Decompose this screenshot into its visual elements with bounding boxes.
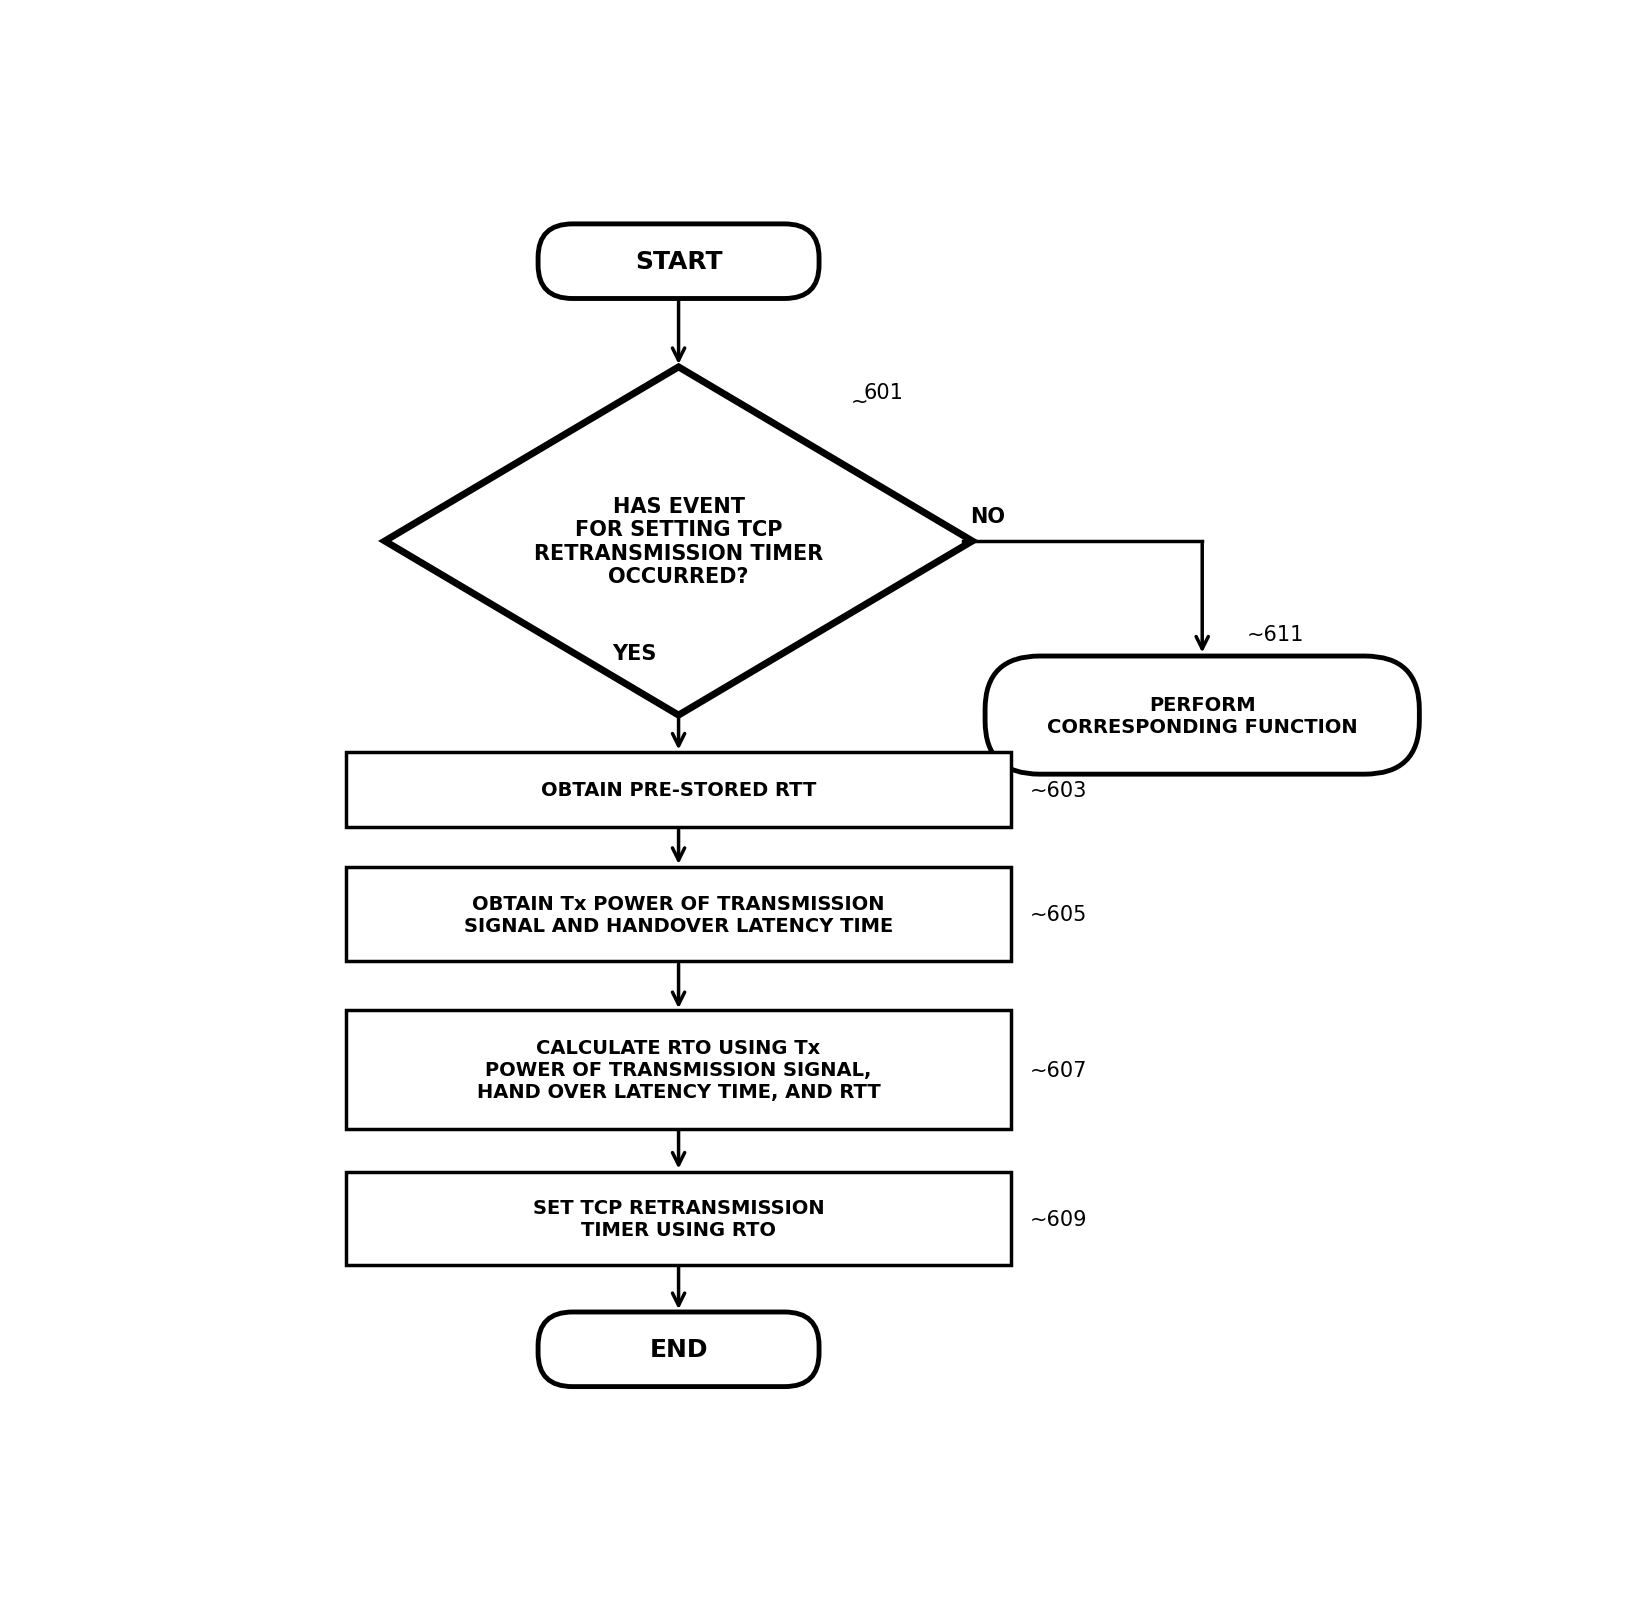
Bar	[346, 1010, 1010, 1128]
Bar	[346, 868, 1010, 960]
Text: YES: YES	[611, 644, 656, 663]
Text: OBTAIN Tx POWER OF TRANSMISSION
SIGNAL AND HANDOVER LATENCY TIME: OBTAIN Tx POWER OF TRANSMISSION SIGNAL A…	[465, 894, 893, 935]
Text: ~: ~	[850, 391, 868, 412]
FancyBboxPatch shape	[537, 1312, 819, 1386]
Text: ~605: ~605	[1030, 904, 1088, 925]
Text: ~603: ~603	[1030, 780, 1088, 801]
Text: NO: NO	[969, 507, 1005, 526]
Polygon shape	[384, 368, 972, 715]
Text: ~609: ~609	[1030, 1209, 1088, 1228]
Text: END: END	[649, 1338, 707, 1362]
Text: ~611: ~611	[1248, 625, 1304, 646]
Text: OBTAIN PRE-STORED RTT: OBTAIN PRE-STORED RTT	[541, 781, 816, 799]
FancyBboxPatch shape	[986, 657, 1419, 775]
FancyBboxPatch shape	[537, 224, 819, 299]
Text: START: START	[634, 250, 722, 274]
Bar	[346, 752, 1010, 828]
Text: CALCULATE RTO USING Tx
POWER OF TRANSMISSION SIGNAL,
HAND OVER LATENCY TIME, AND: CALCULATE RTO USING Tx POWER OF TRANSMIS…	[476, 1038, 880, 1101]
Text: 601: 601	[864, 383, 903, 402]
Bar	[346, 1172, 1010, 1265]
Text: SET TCP RETRANSMISSION
TIMER USING RTO: SET TCP RETRANSMISSION TIMER USING RTO	[532, 1199, 824, 1240]
Text: HAS EVENT
FOR SETTING TCP
RETRANSMISSION TIMER
OCCURRED?: HAS EVENT FOR SETTING TCP RETRANSMISSION…	[534, 497, 824, 586]
Text: PERFORM
CORRESPONDING FUNCTION: PERFORM CORRESPONDING FUNCTION	[1046, 696, 1358, 736]
Text: ~607: ~607	[1030, 1060, 1088, 1080]
